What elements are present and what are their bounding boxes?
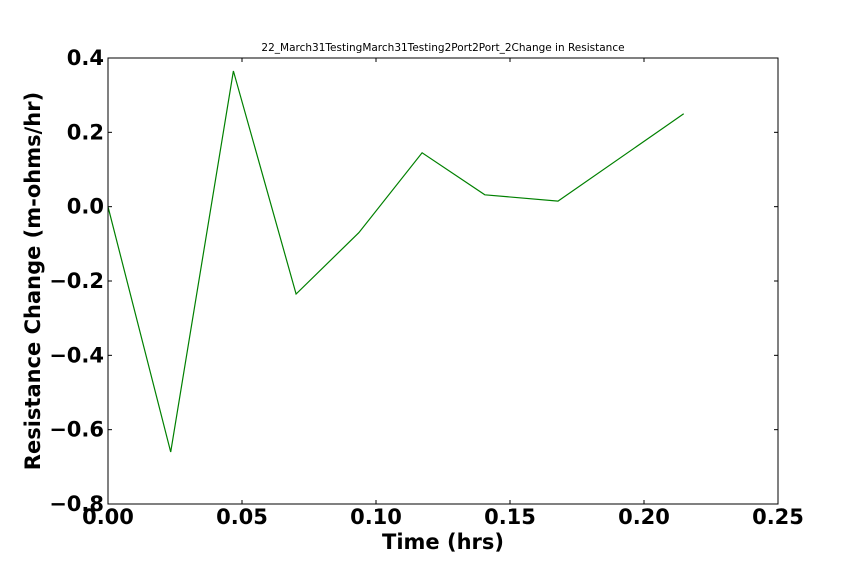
x-tick-label: 0.25 <box>752 505 804 529</box>
x-tick-label: 0.10 <box>350 505 402 529</box>
y-tick-label: −0.2 <box>49 269 104 293</box>
y-tick-label: 0.0 <box>67 195 104 219</box>
x-axis-label: Time (hrs) <box>382 530 504 554</box>
chart-title: 22_March31TestingMarch31Testing2Port2Por… <box>261 42 624 54</box>
plot-area-frame <box>107 57 779 505</box>
y-tick-label: 0.4 <box>67 46 104 70</box>
y-tick-label: −0.4 <box>49 343 104 367</box>
x-tick-label: 0.15 <box>484 505 536 529</box>
x-tick-labels: 0.00 0.05 0.10 0.15 0.20 0.25 <box>82 505 804 529</box>
x-tick-label: 0.20 <box>618 505 670 529</box>
x-tick-label: 0.00 <box>82 505 134 529</box>
axis-ticks <box>107 57 779 505</box>
y-tick-labels: 0.4 0.2 0.0 −0.2 −0.4 −0.6 −0.8 <box>49 46 104 516</box>
y-tick-label: −0.8 <box>49 492 104 516</box>
y-tick-label: −0.6 <box>49 418 104 442</box>
series-line <box>107 70 685 453</box>
y-axis-label: Resistance Change (m-ohms/hr) <box>21 92 45 470</box>
x-tick-label: 0.05 <box>216 505 268 529</box>
y-tick-label: 0.2 <box>67 120 104 144</box>
